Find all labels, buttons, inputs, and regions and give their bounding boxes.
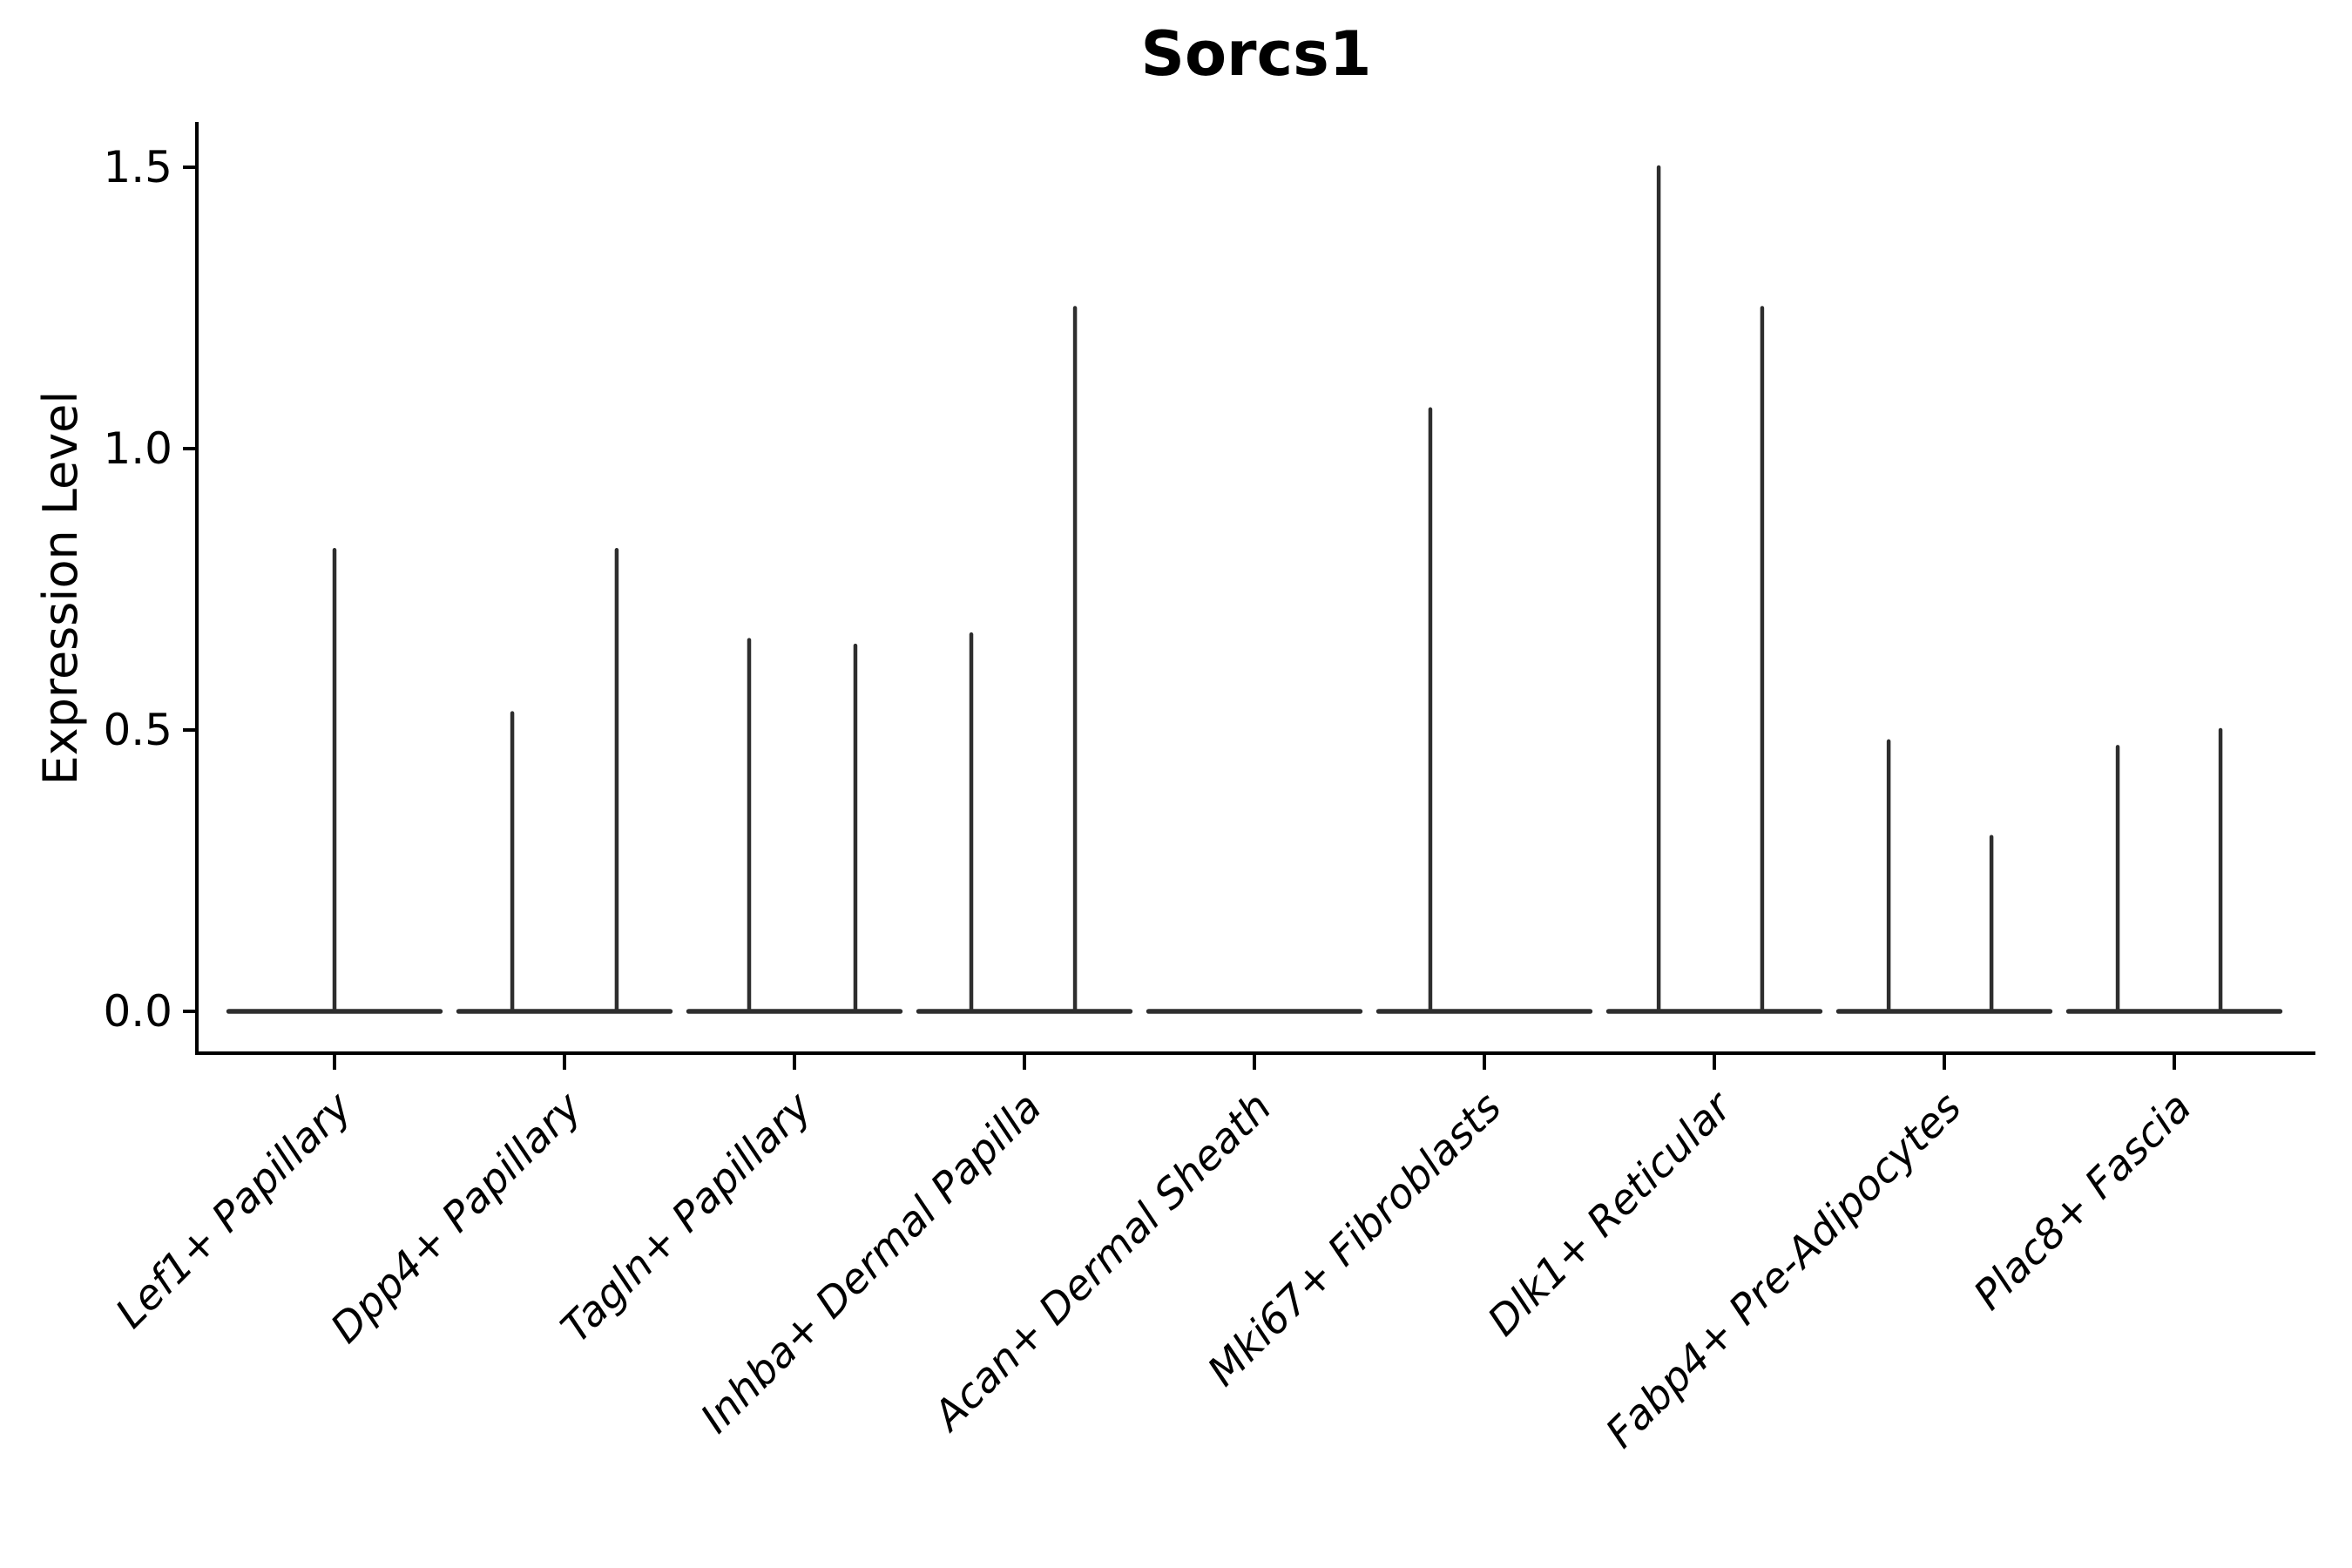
chart-title: Sorcs1 [1140,18,1372,90]
violin-8 [1835,739,2053,1014]
x-tick-label: Dpp4+ Papillary [321,1083,591,1353]
y-tick-label: 0.5 [103,705,172,755]
violin-2 [456,548,673,1014]
violin-3 [686,638,903,1014]
x-tick-label: Lef1+ Papillary [106,1083,362,1338]
x-tick-label: Tagln+ Papillary [552,1083,822,1353]
violin-7 [1605,165,1823,1014]
x-tick-label: Dlk1+ Reticular [1479,1082,1743,1346]
x-tick-label: Plac8+ Fascia [1964,1084,2200,1320]
violin-4 [916,306,1133,1014]
y-axis-label: Expression Level [33,390,88,786]
y-tick-label: 0.0 [103,986,172,1037]
violin-9 [2065,727,2283,1014]
y-tick-label: 1.0 [103,423,172,474]
y-tick-label: 1.5 [103,142,172,193]
violin-6 [1375,407,1593,1014]
violin-1 [226,548,443,1014]
